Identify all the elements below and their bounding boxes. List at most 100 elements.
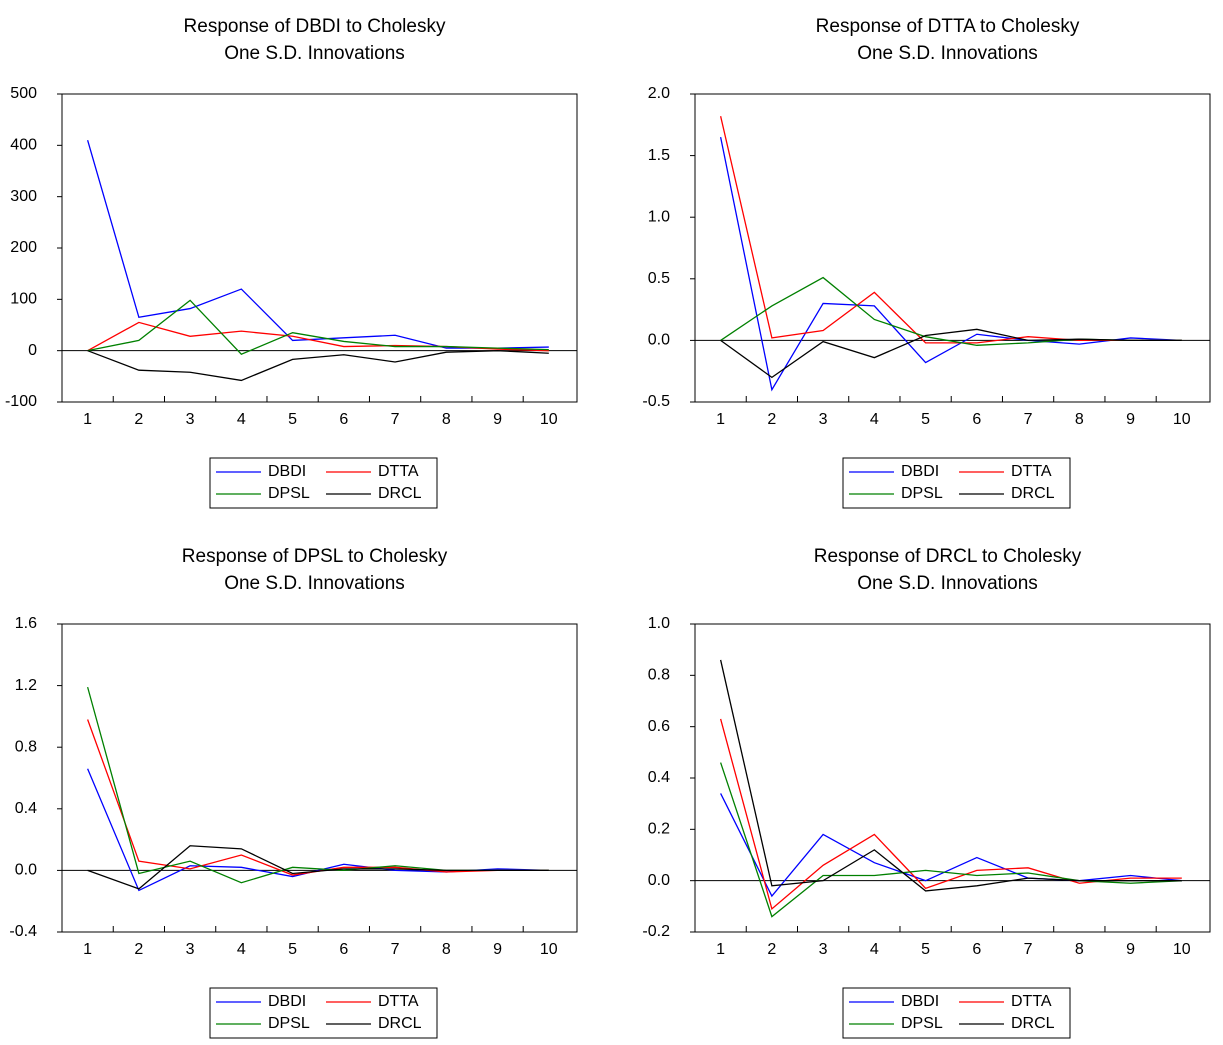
y-tick-label: 0 (28, 342, 37, 359)
chart-subtitle: One S.D. Innovations (224, 43, 405, 64)
chart-title: Response of DBDI to Cholesky (184, 16, 446, 37)
x-tick-label: 9 (1126, 411, 1135, 428)
x-tick-label: 6 (339, 411, 348, 428)
chart-title: Response of DPSL to Cholesky (182, 546, 448, 567)
series-line (721, 660, 1182, 891)
x-tick-label: 6 (972, 941, 981, 958)
series-line (721, 329, 1182, 377)
chart-subtitle: One S.D. Innovations (857, 43, 1038, 64)
chart-title: Response of DRCL to Cholesky (814, 546, 1082, 567)
x-tick-label: 4 (237, 941, 246, 958)
series-line (721, 116, 1182, 343)
y-tick-label: 0.4 (648, 769, 670, 786)
x-tick-label: 4 (237, 411, 246, 428)
y-tick-label: 0.8 (648, 667, 670, 684)
x-tick-label: 3 (819, 411, 828, 428)
chart-grid: Response of DBDI to Cholesky One S.D. Inn… (0, 0, 1223, 1045)
legend-label: DBDI (901, 463, 939, 480)
legend-label: DBDI (901, 993, 939, 1010)
plot-frame (695, 94, 1210, 402)
x-tick-label: 1 (83, 941, 92, 958)
legend-label: DTTA (1011, 993, 1052, 1010)
x-tick-label: 7 (391, 411, 400, 428)
series-line (88, 351, 549, 381)
x-tick-label: 10 (540, 411, 558, 428)
legend-label: DRCL (378, 1015, 422, 1032)
y-tick-label: 0.6 (648, 718, 670, 735)
legend-label: DPSL (901, 485, 943, 502)
y-tick-label: 0.0 (648, 872, 670, 889)
x-tick-label: 7 (1024, 411, 1033, 428)
y-tick-label: 100 (10, 291, 37, 308)
legend-label: DPSL (268, 1015, 310, 1032)
plot-frame (62, 94, 577, 402)
x-tick-label: 4 (870, 411, 879, 428)
legend-label: DRCL (378, 485, 422, 502)
y-tick-label: 2.0 (648, 85, 670, 102)
x-tick-label: 2 (767, 411, 776, 428)
panel: Response of DRCL to Cholesky One S.D. Inn… (642, 546, 1210, 1038)
series-line (88, 140, 549, 348)
x-tick-label: 5 (921, 411, 930, 428)
x-tick-label: 6 (339, 941, 348, 958)
legend-label: DTTA (378, 463, 419, 480)
y-tick-label: 0.8 (15, 738, 37, 755)
x-tick-label: 2 (134, 411, 143, 428)
y-tick-label: 200 (10, 239, 37, 256)
y-tick-label: 400 (10, 137, 37, 154)
x-tick-label: 3 (186, 941, 195, 958)
x-tick-label: 5 (288, 411, 297, 428)
legend-label: DTTA (1011, 463, 1052, 480)
x-tick-label: 9 (493, 941, 502, 958)
y-tick-label: 1.0 (648, 615, 670, 632)
x-tick-label: 1 (83, 411, 92, 428)
chart-title: Response of DTTA to Cholesky (816, 16, 1080, 37)
y-tick-label: -0.5 (642, 393, 670, 410)
y-tick-label: 500 (10, 85, 37, 102)
y-tick-label: 1.0 (648, 208, 670, 225)
legend-label: DRCL (1011, 1015, 1055, 1032)
y-tick-label: -100 (5, 393, 37, 410)
x-tick-label: 6 (972, 411, 981, 428)
x-tick-label: 3 (819, 941, 828, 958)
y-tick-label: 1.2 (15, 677, 37, 694)
y-tick-label: 0.0 (648, 332, 670, 349)
x-tick-label: 2 (767, 941, 776, 958)
x-tick-label: 10 (1173, 411, 1191, 428)
y-tick-label: 1.5 (648, 147, 670, 164)
x-tick-label: 8 (442, 941, 451, 958)
y-tick-label: -0.2 (642, 923, 670, 940)
x-tick-label: 1 (716, 941, 725, 958)
y-tick-label: 300 (10, 188, 37, 205)
panel: Response of DTTA to Cholesky One S.D. Inn… (642, 16, 1210, 508)
x-tick-label: 8 (442, 411, 451, 428)
legend-label: DBDI (268, 993, 306, 1010)
series-line (88, 687, 549, 883)
x-tick-label: 9 (493, 411, 502, 428)
x-tick-label: 10 (1173, 941, 1191, 958)
x-tick-label: 4 (870, 941, 879, 958)
x-tick-label: 5 (921, 941, 930, 958)
legend-label: DBDI (268, 463, 306, 480)
x-tick-label: 9 (1126, 941, 1135, 958)
panel: Response of DPSL to Cholesky One S.D. Inn… (9, 546, 577, 1038)
chart-subtitle: One S.D. Innovations (857, 573, 1038, 594)
panel: Response of DBDI to Cholesky One S.D. Inn… (5, 16, 577, 508)
chart-subtitle: One S.D. Innovations (224, 573, 405, 594)
x-tick-label: 8 (1075, 411, 1084, 428)
y-tick-label: 0.4 (15, 800, 37, 817)
x-tick-label: 7 (391, 941, 400, 958)
series-line (721, 137, 1182, 390)
series-line (88, 769, 549, 891)
y-tick-label: 0.5 (648, 270, 670, 287)
legend-label: DPSL (901, 1015, 943, 1032)
plot-frame (62, 624, 577, 932)
y-tick-label: 1.6 (15, 615, 37, 632)
x-tick-label: 8 (1075, 941, 1084, 958)
x-tick-label: 10 (540, 941, 558, 958)
x-tick-label: 1 (716, 411, 725, 428)
legend-label: DRCL (1011, 485, 1055, 502)
y-tick-label: -0.4 (9, 923, 37, 940)
x-tick-label: 2 (134, 941, 143, 958)
y-tick-label: 0.2 (648, 821, 670, 838)
